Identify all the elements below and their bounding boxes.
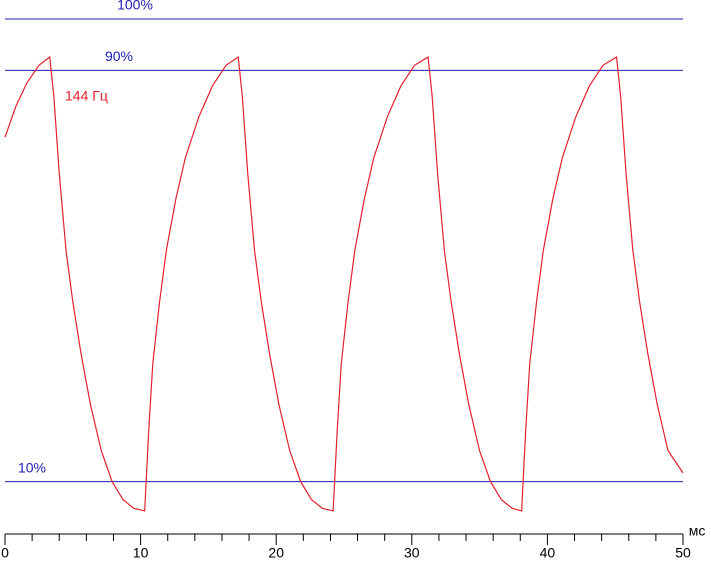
data-line: [4, 55, 684, 512]
reference-label: 90%: [105, 48, 133, 64]
x-tick-label: 10: [133, 545, 149, 561]
x-tick-label: 0: [1, 545, 9, 561]
reference-label: 100%: [117, 0, 153, 13]
series-label: 144 Гц: [65, 88, 108, 104]
x-axis-label: мс: [689, 523, 706, 539]
x-tick-label: 20: [268, 545, 284, 561]
x-tick-label: 40: [540, 545, 556, 561]
reference-label: 10%: [18, 459, 46, 475]
x-tick-label: 50: [675, 545, 691, 561]
x-tick-label: 30: [404, 545, 420, 561]
